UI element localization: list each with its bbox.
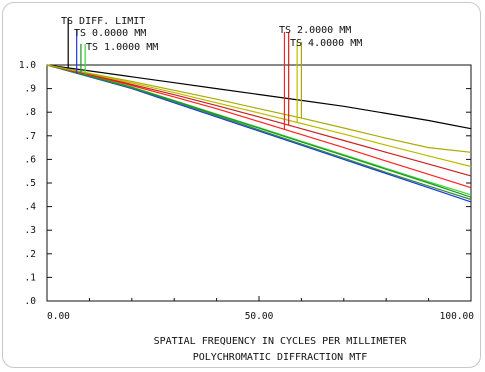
chart-frame [2, 2, 481, 368]
y-tick-label: .7 [25, 131, 36, 142]
series-line [46, 64, 472, 203]
x-tick-label: 50.00 [245, 311, 274, 322]
series-line [46, 64, 472, 177]
chart-caption: POLYCHROMATIC DIFFRACTION MTF [193, 352, 368, 363]
y-tick-label: .5 [25, 178, 36, 189]
legend-label: TS 1.0000 MM [86, 42, 158, 53]
series-line [46, 64, 472, 198]
y-tick-label: .4 [25, 202, 37, 213]
y-tick-label: .9 [25, 84, 37, 95]
y-tick-label: .3 [25, 225, 36, 236]
y-tick-label: .2 [25, 249, 36, 260]
series-line [46, 64, 472, 153]
plot-area-border [46, 64, 472, 302]
series-lines [46, 64, 472, 203]
series-line [46, 64, 472, 201]
plot-axes [46, 64, 472, 302]
x-tick-label: 100.00 [440, 311, 475, 322]
series-line [46, 64, 472, 168]
series-line [46, 64, 472, 189]
series-line [46, 64, 472, 130]
x-axis-label: SPATIAL FREQUENCY IN CYCLES PER MILLIMET… [154, 336, 408, 347]
x-tick-label: 0.00 [47, 311, 70, 322]
y-tick-label: .0 [25, 296, 37, 307]
legend-label: TS DIFF. LIMIT [61, 16, 145, 27]
legend-marker-lines [67, 18, 302, 130]
chart-texts: .0 .1 .2 .3 .4 .5 .6 .7 .8 .9 1.0 0.00 50.00 100.00 TS… [19, 16, 474, 363]
legend-label: TS 4.0000 MM [290, 38, 362, 49]
y-tick-label: .6 [25, 154, 37, 165]
legend-label: TS 0.0000 MM [74, 28, 146, 39]
y-tick-label: 1.0 [19, 60, 36, 71]
y-tick-label: .8 [25, 107, 37, 118]
legend-label: TS 2.0000 MM [279, 25, 351, 36]
y-tick-label: .1 [25, 272, 37, 283]
